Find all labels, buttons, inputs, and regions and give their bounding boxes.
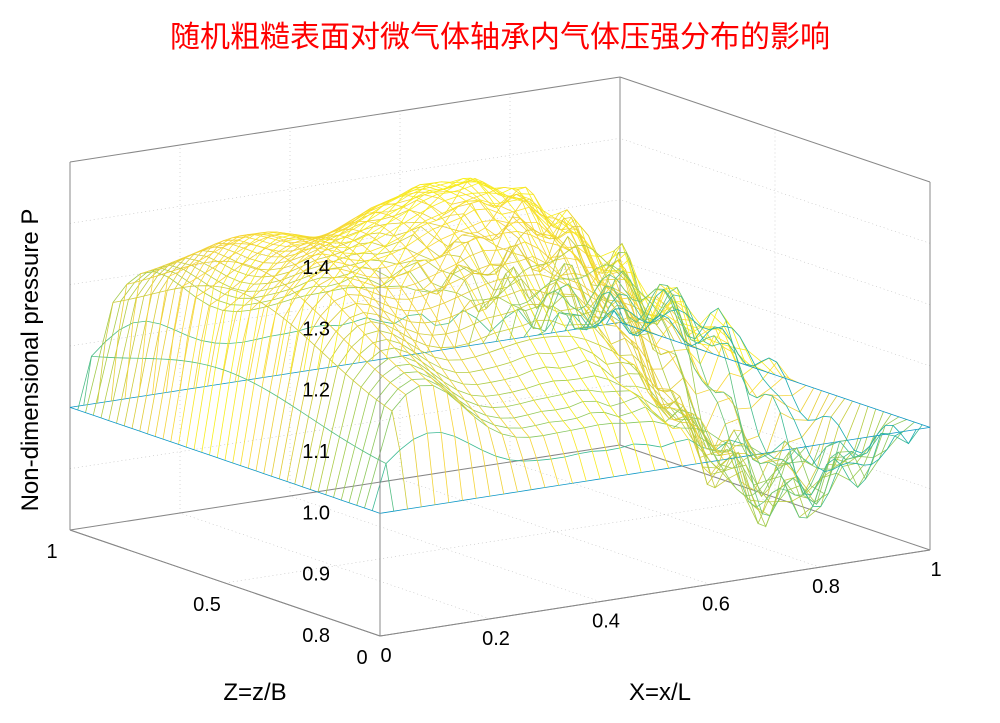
z-axis-label: Non-dimensional pressure P bbox=[17, 209, 44, 512]
tick-labels: 0 0.2 0.4 0.6 0.8 1 0 0.5 1 0.8 0.9 1.0 1.1 1.2 1.3 1.4… bbox=[17, 209, 942, 706]
surface-mesh bbox=[70, 178, 930, 526]
z-tick: 1.0 bbox=[302, 502, 330, 524]
y-axis-label: Z=z/B bbox=[223, 679, 286, 706]
y-tick: 0 bbox=[356, 647, 367, 669]
x-tick: 0.6 bbox=[702, 593, 730, 615]
y-tick: 0.5 bbox=[193, 594, 221, 616]
x-tick: 0.4 bbox=[592, 611, 620, 633]
z-tick: 1.2 bbox=[302, 380, 330, 402]
y-tick: 1 bbox=[46, 541, 57, 563]
z-tick: 1.3 bbox=[302, 318, 330, 340]
surface-plot-svg: 0 0.2 0.4 0.6 0.8 1 0 0.5 1 0.8 0.9 1.0 1.1 1.2 1.3 1.4… bbox=[0, 0, 1000, 723]
z-tick: 0.9 bbox=[302, 564, 330, 586]
x-tick: 0 bbox=[380, 645, 391, 667]
x-tick: 0.2 bbox=[482, 628, 510, 650]
z-tick: 1.1 bbox=[302, 441, 330, 463]
x-tick: 1 bbox=[930, 559, 941, 581]
x-axis-label: X=x/L bbox=[629, 679, 691, 706]
z-tick: 0.8 bbox=[302, 625, 330, 647]
x-tick: 0.8 bbox=[812, 576, 840, 598]
z-tick: 1.4 bbox=[302, 257, 330, 279]
plot-container: 随机粗糙表面对微气体轴承内气体压强分布的影响 00.20.40.60.8100.… bbox=[0, 0, 1000, 723]
